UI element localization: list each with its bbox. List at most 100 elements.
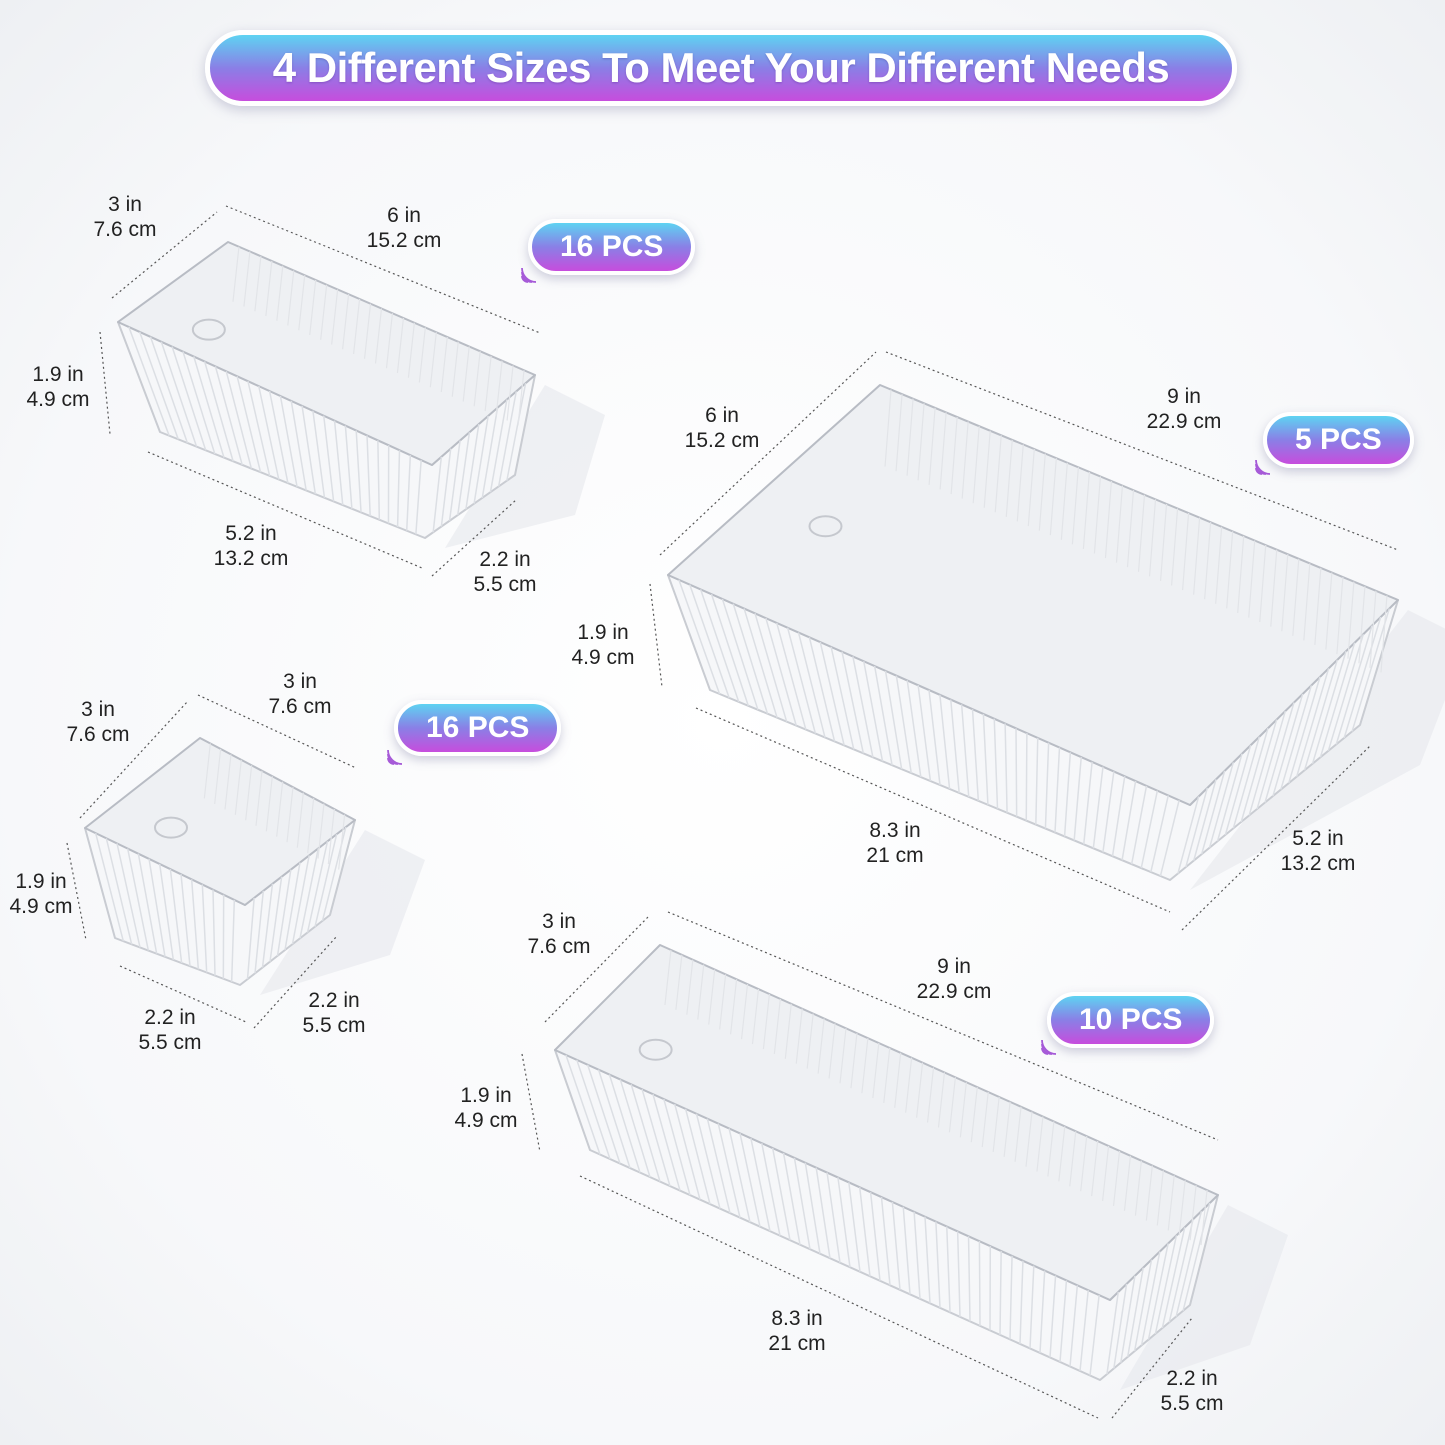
tray-flute bbox=[1137, 494, 1146, 572]
tray-flute bbox=[961, 421, 969, 499]
dim-label: 5.2 in 13.2 cm bbox=[213, 522, 289, 570]
tray-flute bbox=[699, 589, 740, 703]
dimension-line bbox=[225, 205, 541, 334]
tray-flute bbox=[1336, 577, 1344, 655]
tray-flute bbox=[418, 327, 426, 383]
tray-flute bbox=[972, 426, 980, 504]
tray-flute bbox=[212, 889, 216, 976]
tray-flute bbox=[1115, 485, 1124, 563]
tray-flute bbox=[1071, 467, 1079, 545]
tray-flute bbox=[1200, 770, 1226, 855]
tray-flute bbox=[1232, 736, 1261, 829]
dim-label: 2.2 in 5.5 cm bbox=[473, 548, 537, 596]
tray-flute bbox=[939, 412, 947, 490]
wave-icon bbox=[1255, 459, 1271, 475]
tray-flute bbox=[883, 1047, 891, 1104]
wave-icon bbox=[1041, 1039, 1057, 1055]
tray-flute bbox=[1347, 581, 1355, 659]
tray-flute bbox=[608, 1074, 641, 1173]
tray-flute bbox=[1140, 790, 1159, 869]
tray-flute bbox=[1015, 728, 1018, 817]
tray-flute bbox=[301, 405, 317, 495]
tray-flute bbox=[105, 838, 133, 945]
tray-flute bbox=[906, 398, 914, 476]
tray-flute bbox=[891, 1201, 901, 1290]
tray-flute bbox=[1292, 558, 1300, 636]
tray-flute bbox=[1016, 444, 1024, 522]
tray-flute bbox=[355, 430, 362, 513]
tray-flute bbox=[678, 579, 721, 695]
tray-flute bbox=[1005, 439, 1013, 517]
tray-flute bbox=[456, 432, 471, 516]
tray-flute bbox=[352, 298, 361, 355]
dimension-line bbox=[695, 707, 1171, 913]
tray-flute bbox=[695, 1113, 721, 1209]
tray-flute bbox=[708, 969, 716, 1025]
tray-flute bbox=[782, 1152, 801, 1245]
tray-flute bbox=[956, 1231, 961, 1317]
tray-flute bbox=[967, 1236, 971, 1322]
tray-flute bbox=[1102, 771, 1115, 853]
tray-flute bbox=[750, 1138, 771, 1232]
tray-flute bbox=[214, 748, 222, 804]
tray-flute bbox=[1270, 549, 1278, 627]
tray-flute bbox=[1168, 1219, 1194, 1323]
tray-flute bbox=[327, 809, 335, 865]
tray-flute bbox=[1069, 1131, 1077, 1187]
tray-flute bbox=[128, 326, 170, 436]
tray-flute bbox=[978, 1241, 981, 1326]
tray-flute bbox=[1185, 787, 1209, 868]
dimension-line bbox=[667, 911, 1219, 1141]
tray-flute bbox=[950, 416, 958, 495]
tray-flute bbox=[160, 341, 198, 447]
tray-flute bbox=[1014, 1106, 1022, 1162]
tray-flute bbox=[506, 383, 527, 481]
tray-flute bbox=[1113, 1283, 1128, 1369]
tray-flute bbox=[1069, 1285, 1079, 1367]
tray-flute bbox=[171, 346, 207, 451]
tray-flute bbox=[1038, 453, 1046, 531]
tray-flute bbox=[296, 792, 304, 848]
dimension-line bbox=[99, 331, 111, 435]
tray-flute bbox=[981, 1091, 989, 1148]
tray-flute bbox=[1019, 1260, 1024, 1344]
tray-flute bbox=[1133, 1259, 1153, 1352]
tray-flute bbox=[484, 355, 492, 412]
tray-flute bbox=[230, 899, 236, 982]
tray-flute bbox=[815, 1167, 831, 1259]
tray-flute bbox=[982, 713, 989, 805]
tray-flute bbox=[1161, 1227, 1186, 1329]
tray-flute bbox=[246, 897, 255, 980]
wave-icon bbox=[387, 749, 403, 765]
tray-flute bbox=[1369, 590, 1377, 668]
tray-flute bbox=[565, 1054, 601, 1155]
dim-label: 1.9 in 4.9 cm bbox=[9, 870, 73, 918]
dim-label: 3 in 7.6 cm bbox=[527, 910, 591, 958]
tray-flute bbox=[1175, 1210, 1203, 1317]
tray-flute bbox=[1029, 1265, 1035, 1349]
tray-flute bbox=[917, 403, 925, 481]
tray-flute bbox=[873, 665, 893, 766]
tray-flute bbox=[432, 456, 443, 533]
tray-flute bbox=[1060, 462, 1068, 540]
tray-flute bbox=[1063, 752, 1072, 837]
tray-flute bbox=[279, 395, 298, 487]
tray-flute bbox=[1126, 1267, 1144, 1358]
tray-flute bbox=[793, 1157, 811, 1250]
tray-flute bbox=[1140, 1251, 1161, 1346]
tray-flute bbox=[1150, 795, 1169, 873]
tray-flute bbox=[320, 284, 328, 340]
tray-flute bbox=[158, 863, 175, 961]
tray-flute bbox=[710, 593, 750, 707]
tray-flute bbox=[994, 435, 1002, 513]
tray-flute bbox=[190, 879, 200, 970]
tray-flute bbox=[1224, 745, 1252, 835]
dim-label: 3 in 7.6 cm bbox=[66, 698, 130, 746]
tray-flute bbox=[739, 1133, 761, 1227]
tray-flute bbox=[1082, 471, 1091, 549]
tray-flute bbox=[224, 754, 232, 810]
tray-flute bbox=[1189, 1185, 1197, 1241]
tray-flute bbox=[830, 646, 855, 750]
tray-flute bbox=[641, 1089, 671, 1187]
tray-flute bbox=[307, 798, 315, 854]
